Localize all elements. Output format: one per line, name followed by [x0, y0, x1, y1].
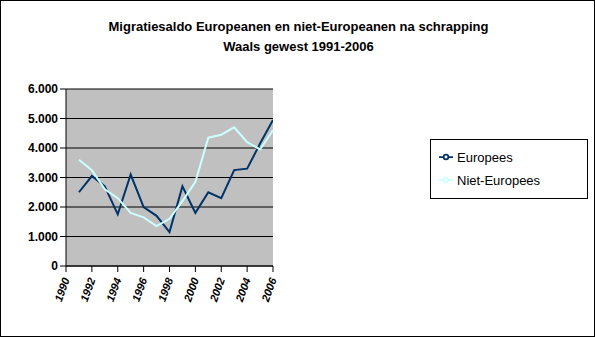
- svg-text:0: 0: [51, 259, 58, 273]
- svg-text:1990: 1990: [52, 275, 72, 303]
- svg-text:2006: 2006: [259, 275, 279, 304]
- svg-text:1.000: 1.000: [28, 230, 58, 244]
- html-text:Waals gewest 1991-2006: Waals gewest 1991-2006: [223, 39, 374, 54]
- svg-text:3.000: 3.000: [28, 171, 58, 185]
- svg-text:6.000: 6.000: [28, 82, 58, 96]
- html-text:Niet-Europees: Niet-Europees: [457, 172, 541, 188]
- svg-text:2002: 2002: [207, 276, 227, 304]
- html-text:Europees: Europees: [457, 149, 513, 165]
- svg-text:1998: 1998: [155, 275, 175, 303]
- html-text:Migratiesaldo Europeanen en ni: Migratiesaldo Europeanen en niet-Europea…: [108, 19, 489, 34]
- svg-text:4.000: 4.000: [28, 141, 58, 155]
- svg-text:1996: 1996: [130, 275, 150, 303]
- svg-text:2004: 2004: [233, 276, 253, 304]
- svg-text:5.000: 5.000: [28, 112, 58, 126]
- svg-text:1994: 1994: [104, 276, 124, 303]
- svg-text:2.000: 2.000: [28, 200, 58, 214]
- svg-text:1992: 1992: [78, 276, 98, 303]
- svg-text:2000: 2000: [181, 275, 201, 304]
